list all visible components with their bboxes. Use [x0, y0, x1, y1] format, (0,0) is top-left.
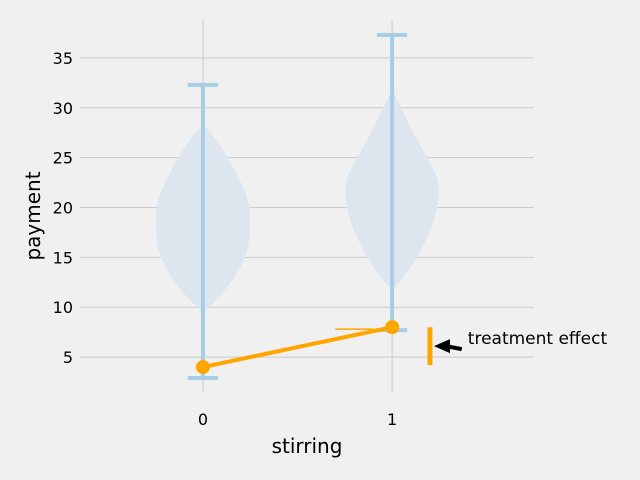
means-line: [202, 325, 393, 370]
y-tick-label: 20: [53, 198, 73, 217]
annotation-text: treatment effect: [468, 329, 608, 349]
y-tick-label: 5: [63, 348, 73, 367]
x-tick-label: 0: [198, 410, 208, 429]
x-axis-label: stirring: [272, 434, 343, 458]
y-tick-label: 35: [53, 49, 73, 68]
tick-labels: 5 10 15 20 25 30 35 0 1: [53, 49, 398, 429]
y-axis-label: payment: [21, 171, 45, 260]
y-tick-label: 30: [53, 99, 73, 118]
treatment-effect: treatment effect: [195, 320, 608, 375]
y-tick-label: 15: [53, 248, 73, 267]
mean-point: [385, 320, 400, 335]
annotation-arrow-head: [433, 339, 450, 354]
mean-point: [195, 360, 210, 375]
y-tick-label: 25: [53, 149, 73, 168]
x-tick-label: 1: [387, 410, 397, 429]
y-tick-label: 10: [53, 298, 73, 317]
